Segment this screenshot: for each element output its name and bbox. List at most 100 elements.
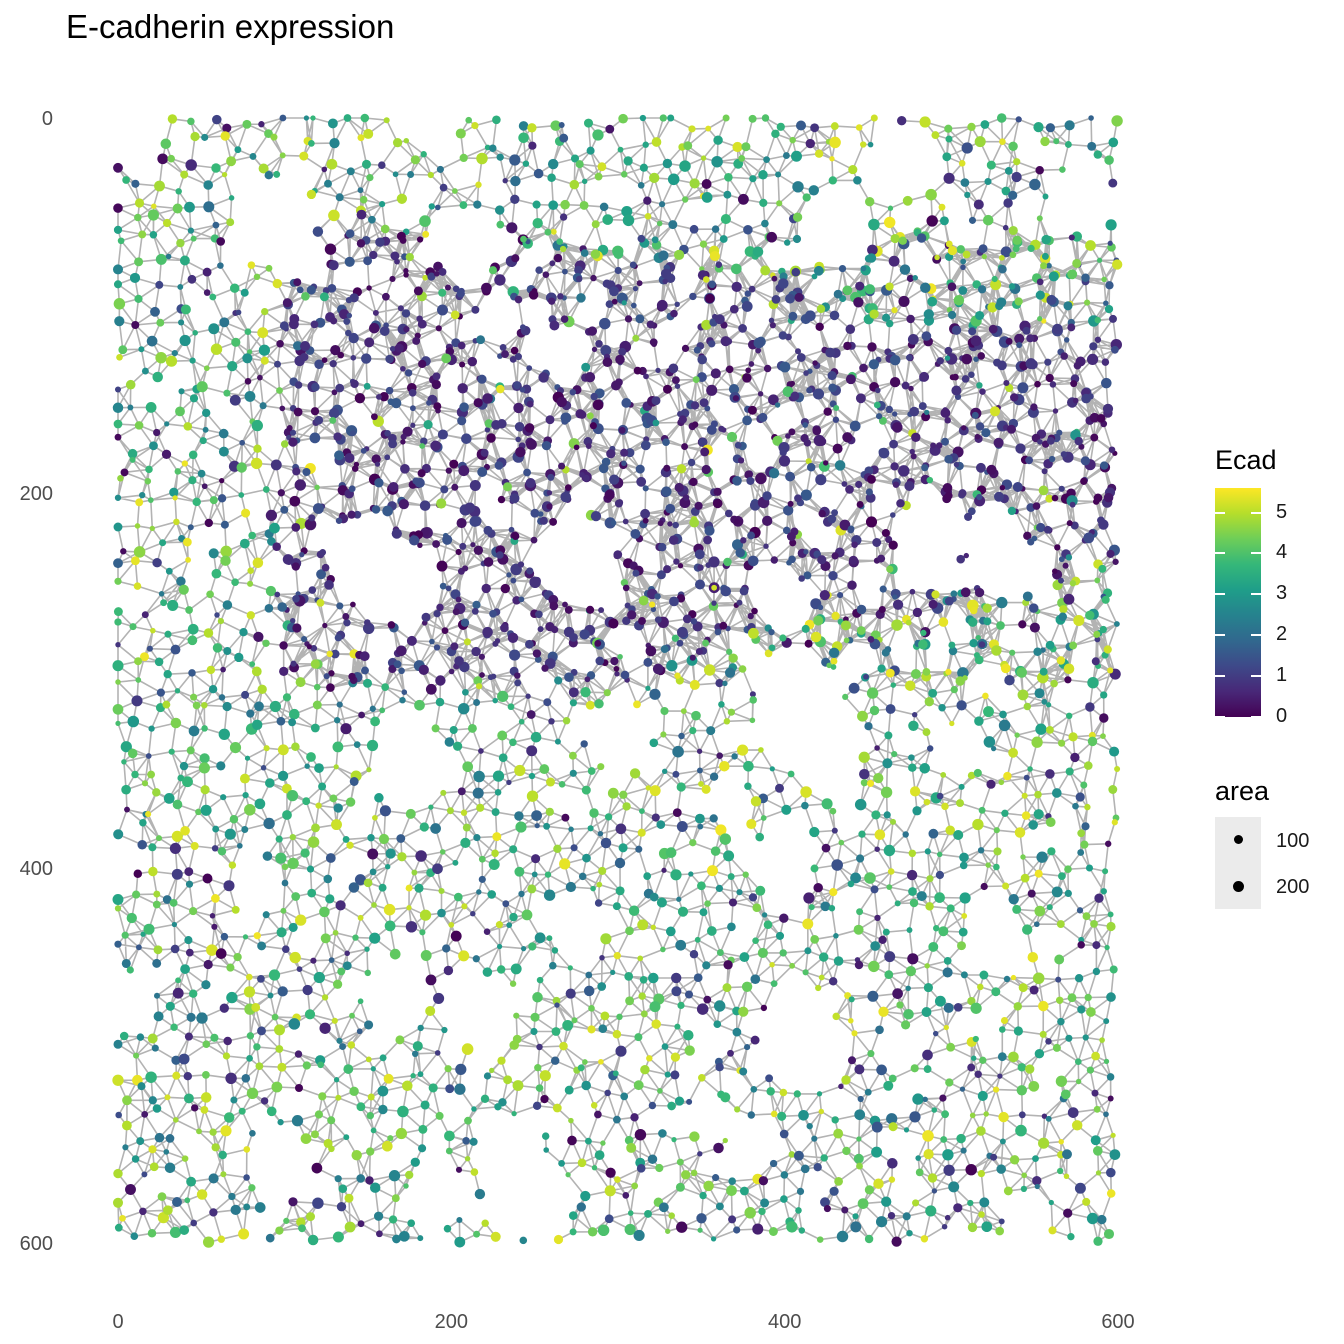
cell-point [490,673,497,680]
cell-point [400,365,406,372]
cell-point [356,1028,363,1035]
cell-point [584,1137,592,1145]
cell-point [1065,554,1073,561]
cell-point [760,1198,770,1208]
cell-point [400,433,407,440]
cell-point [420,151,427,158]
cell-point [226,218,235,227]
cell-point [472,787,484,799]
cell-point [647,1154,658,1164]
cell-point [859,363,868,373]
cell-point [964,191,971,199]
cell-point [1099,625,1107,634]
cell-point [1045,640,1055,650]
cell-point [336,1037,343,1044]
cell-point [1036,522,1046,533]
cell-point [333,764,339,770]
cell-point [885,668,895,678]
cell-point [1108,785,1118,794]
cell-point [130,556,140,566]
cell-point [1085,240,1096,251]
cell-point [310,320,319,329]
cell-point [411,869,418,876]
cell-point [634,1128,647,1141]
cell-point [633,700,641,709]
cell-point [454,1236,466,1248]
cell-point [689,727,697,735]
cell-point [518,890,525,898]
cell-point [152,371,163,383]
cell-point [1042,193,1049,200]
cell-point [842,693,849,700]
cell-point [1058,872,1066,880]
cell-point [999,1026,1006,1033]
cell-point [772,435,783,446]
cell-point [739,325,747,333]
cell-point [753,337,765,349]
cell-point [378,833,390,845]
cell-point [156,688,166,697]
cell-point [733,1226,741,1234]
cell-point [343,619,351,627]
cell-point [699,908,708,917]
cell-point [346,841,354,849]
cell-point [704,525,715,536]
cell-point [528,290,539,300]
cell-point [775,171,782,178]
cell-point [991,645,1002,656]
cell-point [129,272,141,283]
cell-point [113,298,126,310]
cell-point [854,1064,865,1075]
cell-point [225,1072,237,1085]
cell-point [643,196,652,205]
color-legend-tick-label: 2 [1276,623,1288,646]
cell-point [857,710,868,722]
cell-point [1048,455,1056,463]
cell-point [906,927,913,934]
cell-point [473,676,483,686]
cell-point [1033,121,1044,133]
cell-point [911,711,918,718]
cell-point [319,549,327,556]
cell-point [771,295,781,304]
cell-point [714,1000,726,1012]
cell-point [547,473,555,481]
cell-point [865,488,873,496]
cell-point [656,820,666,829]
cell-point [889,376,901,388]
cell-point [474,1188,486,1200]
cell-point [867,1050,875,1058]
cell-point [1080,477,1088,485]
cell-point [461,433,472,444]
cell-point [959,861,968,870]
cell-point [417,1024,424,1032]
cell-point [578,872,587,881]
cell-point [172,1071,181,1080]
cell-point [873,773,884,784]
cell-point [131,179,140,188]
cell-point [993,847,1002,856]
cell-point [519,1236,528,1245]
cell-point [690,1169,698,1177]
cell-point [842,1146,851,1156]
cell-point [639,808,645,814]
cell-point [1086,1212,1099,1225]
cell-point [332,979,343,989]
cell-point [486,433,496,443]
cell-point [936,792,944,800]
cell-point [530,536,538,544]
cell-point [515,436,521,443]
cell-point [703,995,712,1004]
cell-point [775,783,784,793]
cell-point [217,618,224,625]
cell-point [885,319,894,328]
cell-point [219,317,230,328]
cell-point [731,281,742,293]
cell-point [276,716,286,726]
cell-point [1002,882,1010,890]
cell-point [163,670,172,679]
cell-point [567,1135,577,1146]
cell-point [951,325,962,335]
cell-point [124,806,130,813]
cell-point [979,970,989,980]
